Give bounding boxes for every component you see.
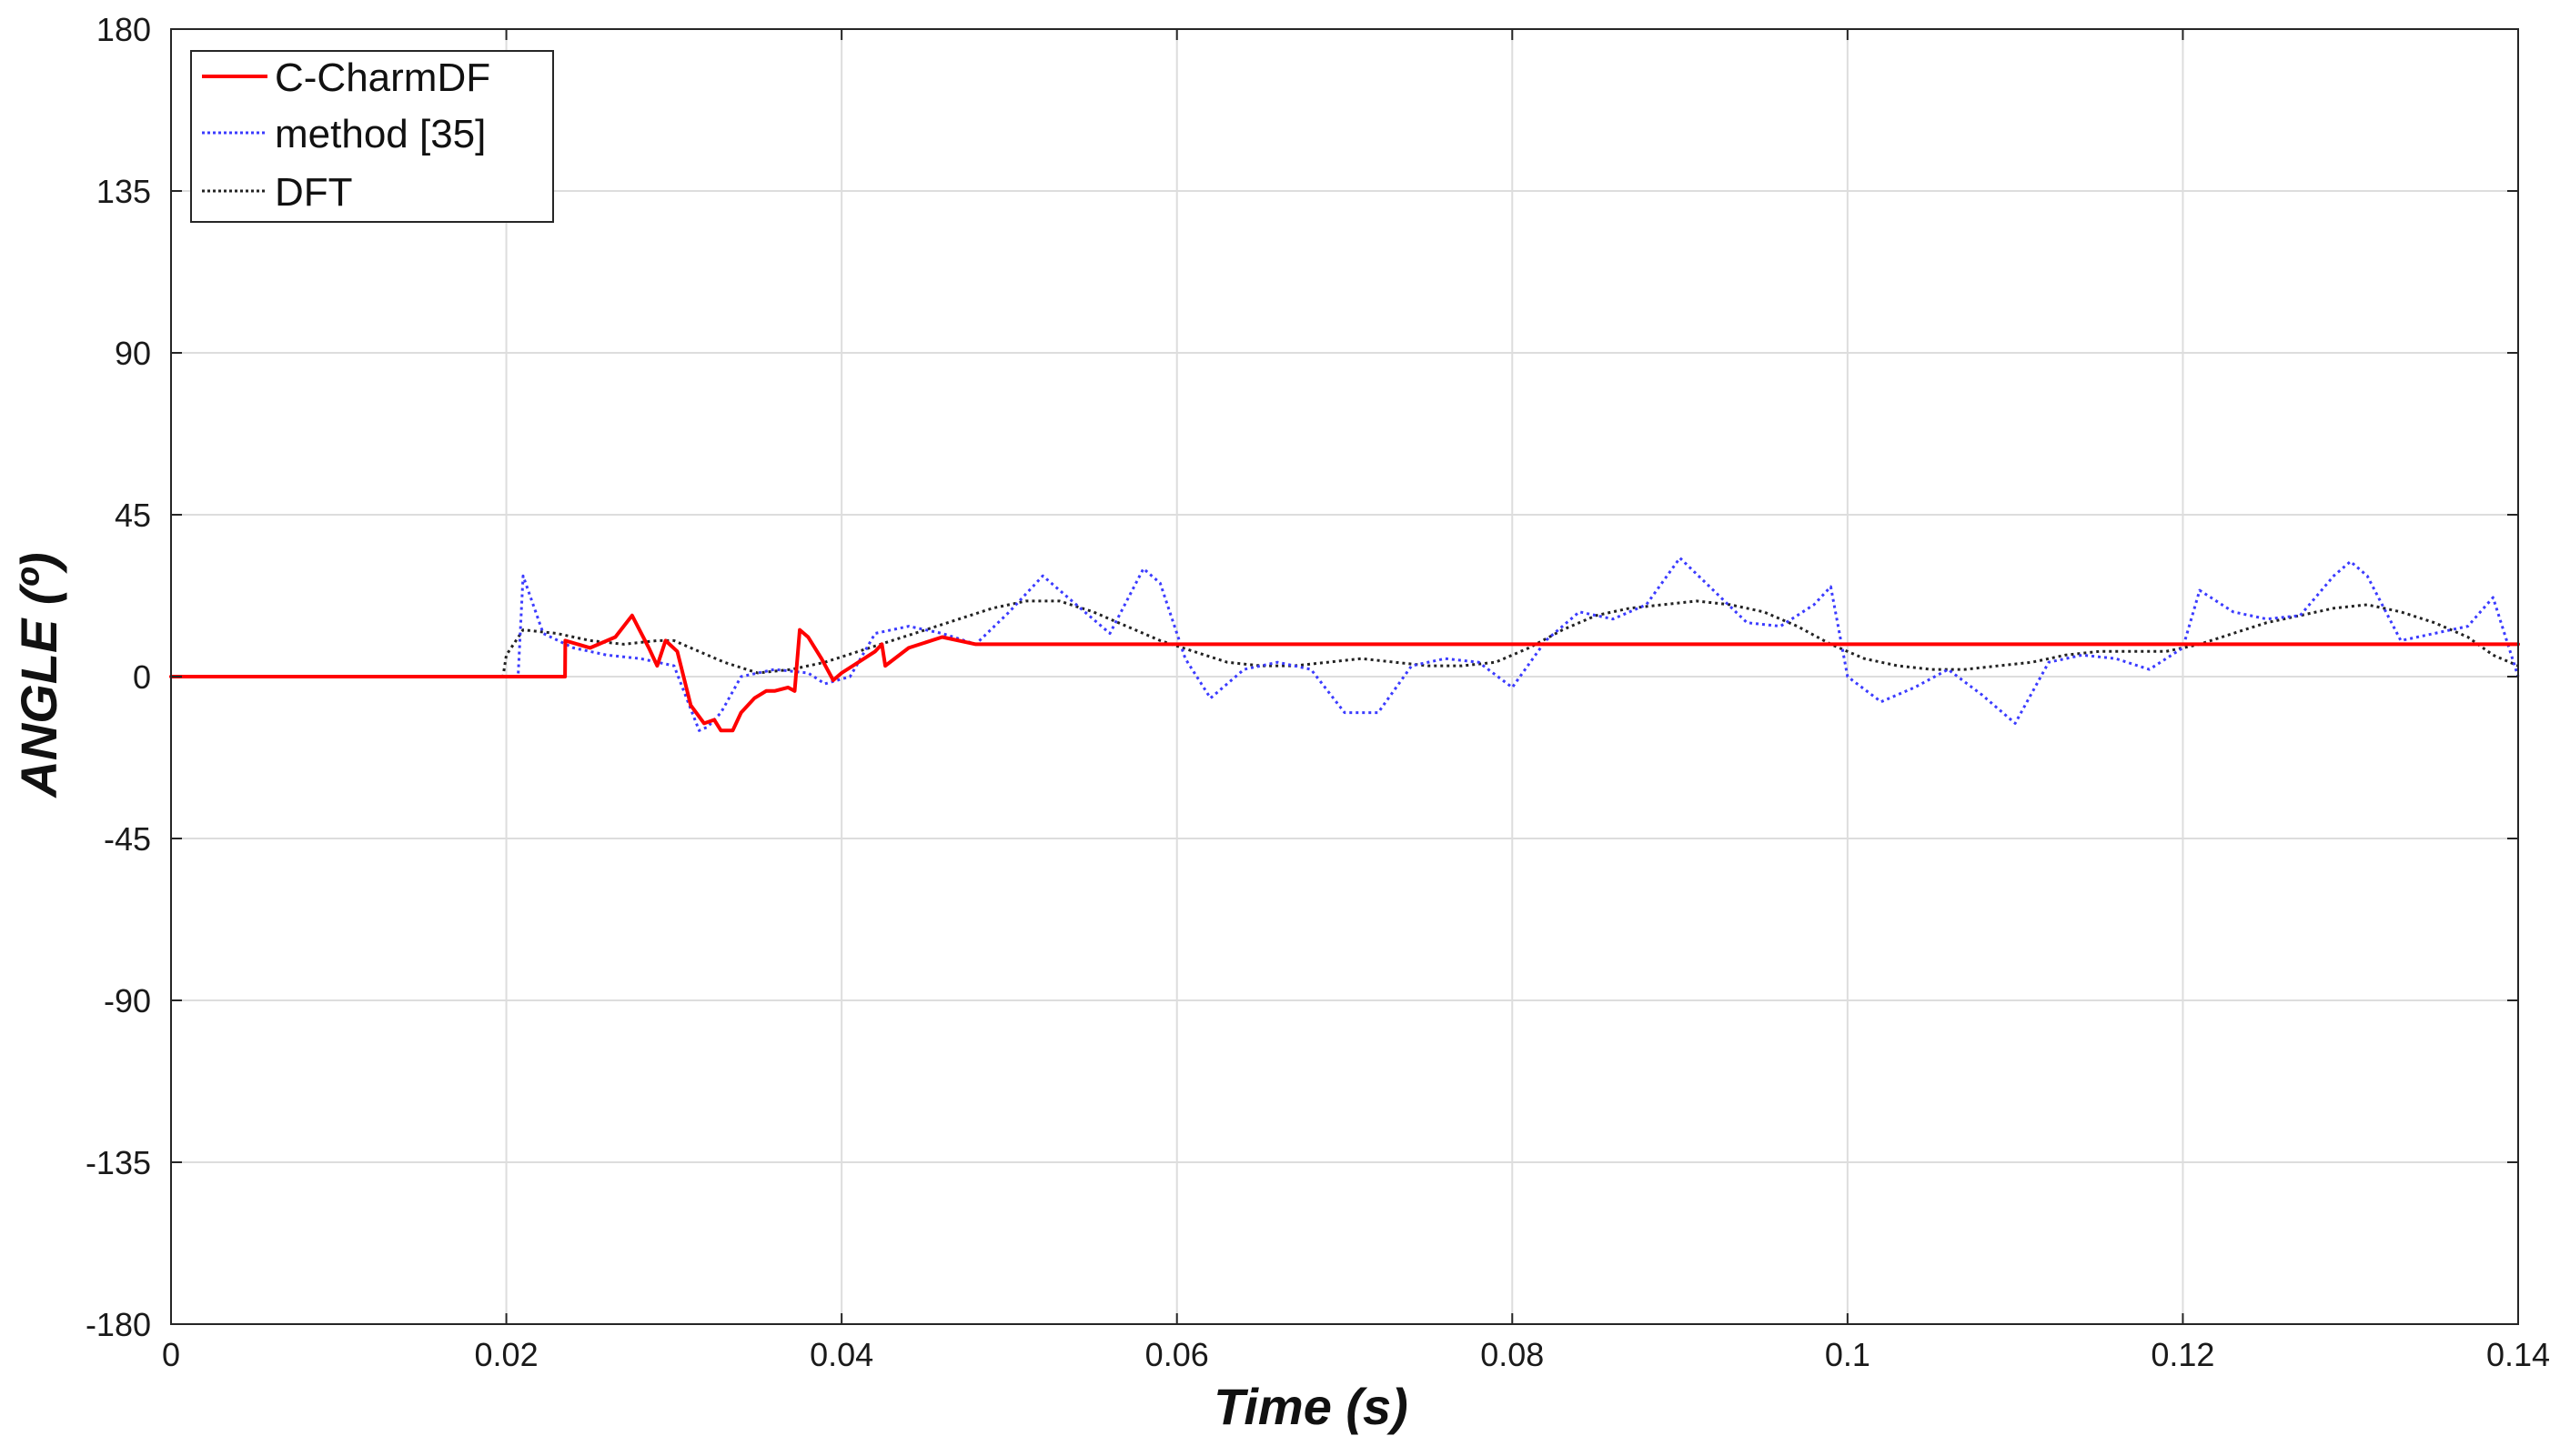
y-tick-label: -45 (104, 820, 151, 858)
legend-label-dft: DFT (275, 170, 353, 215)
series-line-c-charmdf (169, 613, 2520, 733)
y-tick-label: 135 (96, 173, 151, 210)
x-tick-label: 0.02 (475, 1336, 539, 1373)
legend-label-method-35: method [35] (275, 112, 486, 156)
y-tick-label: -90 (104, 982, 151, 1019)
x-tick-label: 0.1 (1825, 1336, 1870, 1373)
legend-box (190, 50, 554, 223)
x-tick-label: 0.04 (810, 1336, 873, 1373)
x-tick-label: 0 (162, 1336, 180, 1373)
y-tick-label: -180 (86, 1306, 151, 1343)
tick-layer: 0 0.02 0.04 0.06 0.08 0.1 0.12 0.1418013590450-… (86, 11, 2550, 1373)
x-tick-label: 0.08 (1480, 1336, 1544, 1373)
x-tick-label: 0.14 (2486, 1336, 2550, 1373)
series-line-method-35 (171, 557, 2520, 732)
y-tick-label: 0 (133, 658, 151, 696)
x-tick-label: 0.06 (1145, 1336, 1209, 1373)
x-axis-title: Time (s) (1214, 1378, 1408, 1435)
series-layer (169, 557, 2520, 733)
y-tick-label: -135 (86, 1144, 151, 1181)
x-tick-label: 0.12 (2151, 1336, 2214, 1373)
y-tick-label: 90 (115, 335, 151, 372)
legend-label-c-charmdf: C-CharmDF (275, 55, 490, 100)
y-axis-title: ANGLE (º) (10, 552, 67, 798)
series-line-dft (171, 599, 2519, 678)
y-tick-label: 45 (115, 497, 151, 534)
legend: C-CharmDF method [35] DFT (190, 50, 554, 223)
y-tick-label: 180 (96, 11, 151, 48)
